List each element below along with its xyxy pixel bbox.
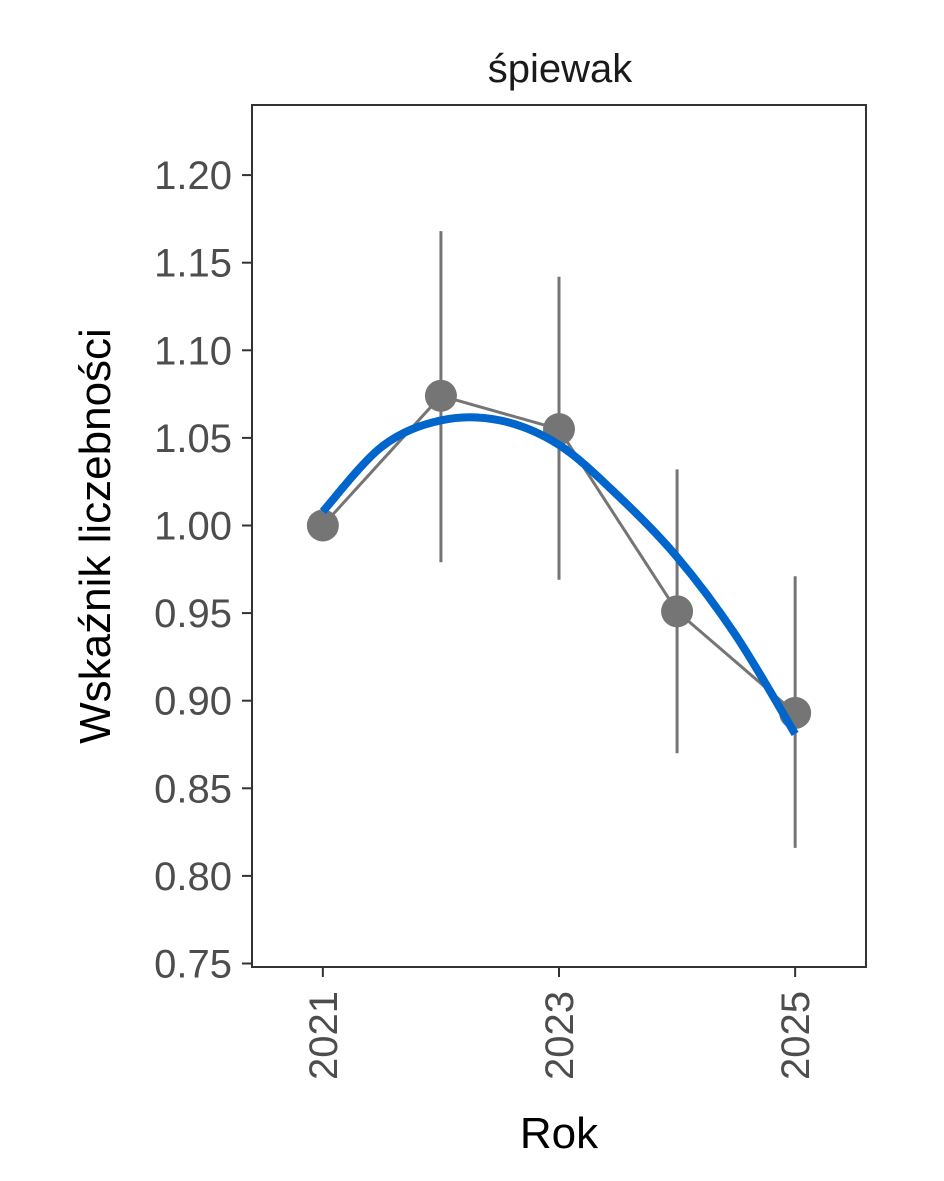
y-tick-label: 1.05 [154,417,232,461]
y-axis: 0.75 0.80 0.85 0.90 0.95 1.00 1.05 1.10 1.15 1.20 [154,154,252,986]
y-tick-label: 1.20 [154,154,232,198]
y-tick-label: 1.15 [154,242,232,286]
chart-title: śpiewak [488,47,634,91]
x-axis: 2021 2023 2025 [302,967,818,1080]
y-axis-title: Wskaźnik liczebności [71,328,120,744]
x-tick-label: 2023 [538,991,582,1080]
y-tick-label: 1.00 [154,504,232,548]
x-axis-title: Rok [520,1109,599,1158]
y-tick-label: 0.95 [154,592,232,636]
x-tick-label: 2021 [302,991,346,1080]
y-tick-label: 0.75 [154,942,232,986]
y-tick-label: 0.90 [154,680,232,724]
y-tick-label: 1.10 [154,329,232,373]
data-points [306,379,812,729]
data-point-2022 [424,379,457,412]
error-bars [439,231,797,848]
trend-line [319,413,799,737]
x-tick-label: 2025 [774,991,818,1080]
y-tick-label: 0.80 [154,855,232,899]
trend-curve [319,413,799,737]
data-point-2024 [661,595,694,628]
y-tick-label: 0.85 [154,767,232,811]
data-point-2021 [306,509,339,542]
